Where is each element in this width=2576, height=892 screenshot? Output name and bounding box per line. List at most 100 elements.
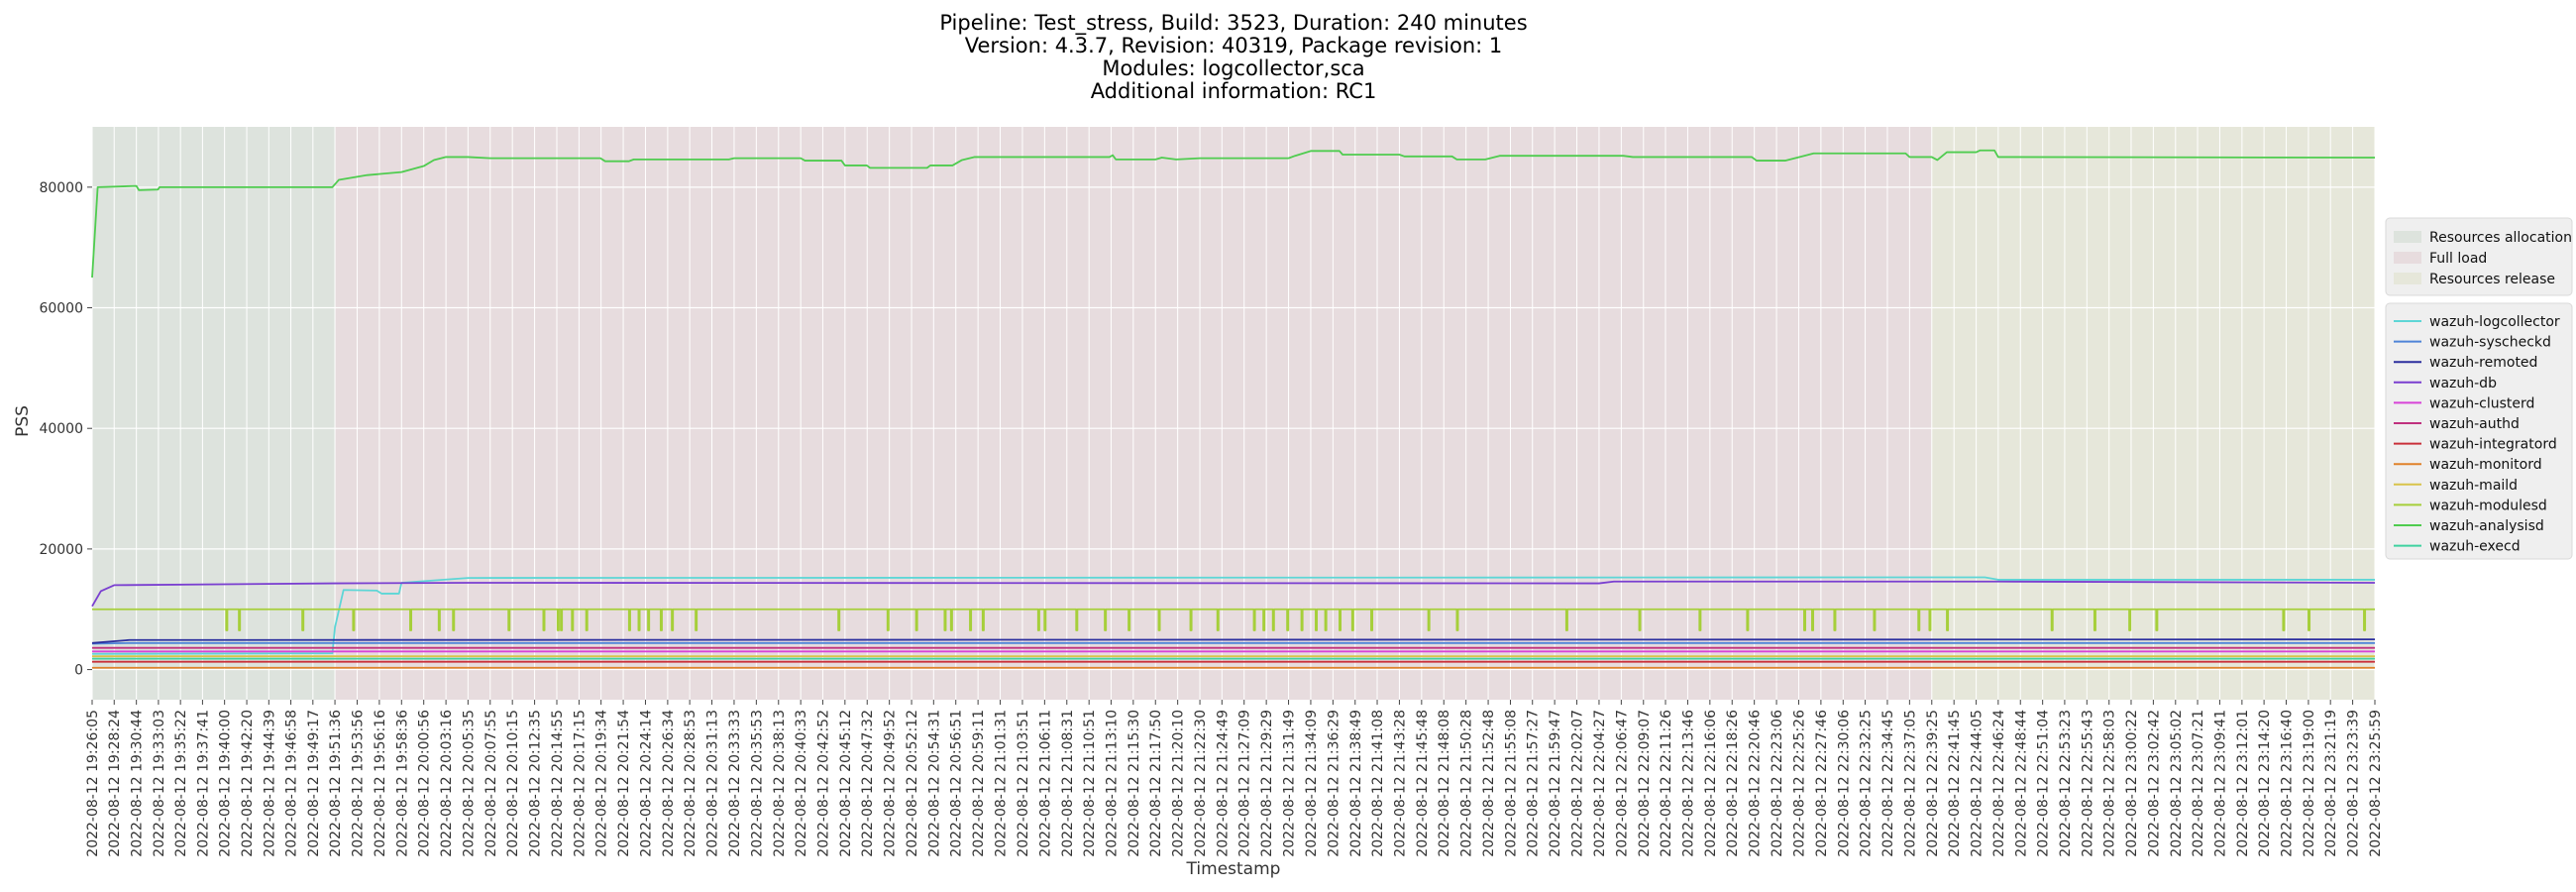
x-tick-label: 2022-08-12 22:53:23	[2058, 710, 2074, 857]
y-axis-label: PSS	[13, 405, 33, 437]
x-tick-label: 2022-08-12 20:24:14	[638, 710, 654, 857]
x-tick-label: 2022-08-12 19:28:24	[107, 710, 123, 857]
x-tick-label: 2022-08-12 20:07:55	[483, 710, 499, 857]
x-tick-label: 2022-08-12 21:45:48	[1415, 710, 1431, 857]
x-tick-label: 2022-08-12 19:26:05	[85, 710, 101, 857]
legend-series-label: wazuh-remoted	[2429, 355, 2537, 371]
series-line-wazuh-modulesd	[92, 608, 2375, 631]
title-line-3: Modules: logcollector,sca	[1102, 56, 1364, 80]
x-tick-label: 2022-08-12 19:30:44	[130, 710, 146, 857]
legend-series: wazuh-logcollector wazuh-syscheckd wazuh-r…	[2385, 302, 2573, 560]
x-tick-label: 2022-08-12 21:29:29	[1259, 710, 1275, 857]
x-tick-label: 2022-08-12 20:33:33	[727, 710, 743, 857]
x-tick-label: 2022-08-12 21:08:31	[1060, 710, 1076, 857]
x-tick-label: 2022-08-12 20:00:56	[417, 710, 433, 857]
x-tick-label: 2022-08-12 22:30:06	[1836, 710, 1852, 857]
x-tick-label: 2022-08-12 23:16:40	[2280, 710, 2296, 857]
x-tick-label: 2022-08-12 20:56:51	[949, 710, 965, 857]
y-axis-ticks: 0 20000 40000 60000 80000	[39, 180, 92, 679]
x-tick-label: 2022-08-12 19:49:17	[306, 710, 322, 857]
x-tick-label: 2022-08-12 22:48:44	[2013, 710, 2029, 857]
legend-series-label: wazuh-analysisd	[2429, 518, 2544, 534]
y-tick-label: 60000	[39, 301, 83, 317]
x-tick-label: 2022-08-12 21:27:09	[1237, 710, 1253, 857]
x-tick-label: 2022-08-12 20:42:52	[815, 710, 831, 857]
x-tick-label: 2022-08-12 21:24:49	[1215, 710, 1231, 857]
x-tick-label: 2022-08-12 22:18:26	[1725, 710, 1741, 857]
x-tick-label: 2022-08-12 22:27:46	[1814, 710, 1830, 857]
x-tick-label: 2022-08-12 20:28:53	[683, 710, 698, 857]
x-tick-label: 2022-08-12 20:21:54	[616, 710, 632, 857]
x-tick-label: 2022-08-12 22:04:27	[1592, 710, 1608, 857]
legend-phase-label: Full load	[2429, 251, 2487, 267]
x-tick-label: 2022-08-12 21:59:47	[1548, 710, 1563, 857]
x-tick-label: 2022-08-12 21:03:51	[1016, 710, 1031, 857]
x-tick-label: 2022-08-12 22:02:07	[1570, 710, 1586, 857]
x-tick-label: 2022-08-12 21:52:48	[1481, 710, 1497, 857]
legend-phase-label: Resources release	[2429, 272, 2555, 287]
legend-series-label: wazuh-integratord	[2429, 437, 2557, 453]
x-tick-label: 2022-08-12 19:51:36	[328, 710, 344, 857]
x-tick-label: 2022-08-12 21:38:49	[1348, 710, 1364, 857]
legend-series-label: wazuh-db	[2429, 376, 2497, 391]
x-tick-label: 2022-08-12 22:39:25	[1925, 710, 1941, 857]
x-tick-label: 2022-08-12 21:10:51	[1082, 710, 1098, 857]
title-line-1: Pipeline: Test_stress, Build: 3523, Dura…	[939, 11, 1527, 36]
x-tick-label: 2022-08-12 21:15:30	[1127, 710, 1142, 857]
x-tick-label: 2022-08-12 22:58:03	[2102, 710, 2118, 857]
title-line-4: Additional information: RC1	[1091, 79, 1377, 103]
series-line-wazuh-remoted	[91, 638, 2376, 644]
x-tick-label: 2022-08-12 23:25:59	[2368, 710, 2384, 857]
legend-phases: Resources allocation Full load Resources r…	[2385, 217, 2573, 296]
y-tick-label: 0	[74, 663, 83, 679]
x-tick-label: 2022-08-12 23:00:22	[2124, 710, 2140, 857]
x-tick-label: 2022-08-12 21:43:28	[1392, 710, 1408, 857]
legend-series-label: wazuh-syscheckd	[2429, 335, 2551, 351]
legend-series-label: wazuh-logcollector	[2429, 314, 2560, 330]
x-tick-label: 2022-08-12 22:51:04	[2036, 710, 2052, 857]
series-line-wazuh-syscheckd	[91, 641, 2375, 645]
x-tick-label: 2022-08-12 23:12:01	[2235, 710, 2251, 857]
x-tick-label: 2022-08-12 22:46:24	[1991, 710, 2007, 857]
x-tick-label: 2022-08-12 20:26:34	[661, 710, 677, 857]
x-tick-label: 2022-08-12 23:21:19	[2323, 710, 2339, 857]
x-tick-label: 2022-08-12 19:37:41	[195, 710, 211, 857]
series-line-wazuh-logcollector	[91, 576, 2375, 655]
series-line-wazuh-analysisd	[91, 149, 2376, 279]
x-tick-label: 2022-08-12 20:47:32	[860, 710, 876, 857]
legend-phase-swatch	[2394, 231, 2421, 243]
x-tick-label: 2022-08-12 21:50:28	[1459, 710, 1475, 857]
legend-phase-label: Resources allocation	[2429, 230, 2572, 246]
x-tick-label: 2022-08-12 21:06:11	[1037, 710, 1053, 857]
x-tick-label: 2022-08-12 21:36:29	[1326, 710, 1342, 857]
x-tick-label: 2022-08-12 22:32:25	[1859, 710, 1875, 857]
x-tick-label: 2022-08-12 20:35:53	[749, 710, 765, 857]
x-tick-label: 2022-08-12 20:17:15	[572, 710, 588, 857]
x-tick-label: 2022-08-12 20:19:34	[594, 710, 610, 857]
title-line-2: Version: 4.3.7, Revision: 40319, Package…	[965, 34, 1503, 57]
legend-phase-swatch	[2394, 273, 2421, 284]
x-tick-label: 2022-08-12 19:46:58	[284, 710, 300, 857]
x-tick-label: 2022-08-12 20:14:55	[550, 710, 566, 857]
legend-series-box	[2385, 302, 2573, 560]
x-tick-label: 2022-08-12 21:41:08	[1370, 710, 1386, 857]
x-tick-label: 2022-08-12 22:25:26	[1791, 710, 1807, 857]
x-tick-label: 2022-08-12 20:40:33	[794, 710, 809, 857]
chart-title: Pipeline: Test_stress, Build: 3523, Dura…	[939, 11, 1527, 103]
series-lines	[91, 149, 2376, 669]
legend-phase-swatch	[2394, 252, 2421, 264]
x-tick-label: 2022-08-12 20:31:13	[705, 710, 721, 857]
x-tick-label: 2022-08-12 23:09:41	[2212, 710, 2228, 857]
phase-band-0	[92, 127, 336, 700]
x-tick-label: 2022-08-12 20:45:12	[838, 710, 854, 857]
x-tick-label: 2022-08-12 22:20:46	[1748, 710, 1764, 857]
legend-series-label: wazuh-modulesd	[2429, 498, 2547, 513]
x-tick-label: 2022-08-12 20:10:15	[505, 710, 521, 857]
x-tick-label: 2022-08-12 22:11:26	[1659, 710, 1674, 857]
x-tick-label: 2022-08-12 23:23:39	[2346, 710, 2362, 857]
x-tick-label: 2022-08-12 19:44:39	[262, 710, 277, 857]
x-tick-label: 2022-08-12 21:57:27	[1526, 710, 1542, 857]
legend-series-label: wazuh-clusterd	[2429, 395, 2534, 411]
x-tick-label: 2022-08-12 20:59:11	[971, 710, 987, 857]
gridlines	[91, 127, 2376, 700]
